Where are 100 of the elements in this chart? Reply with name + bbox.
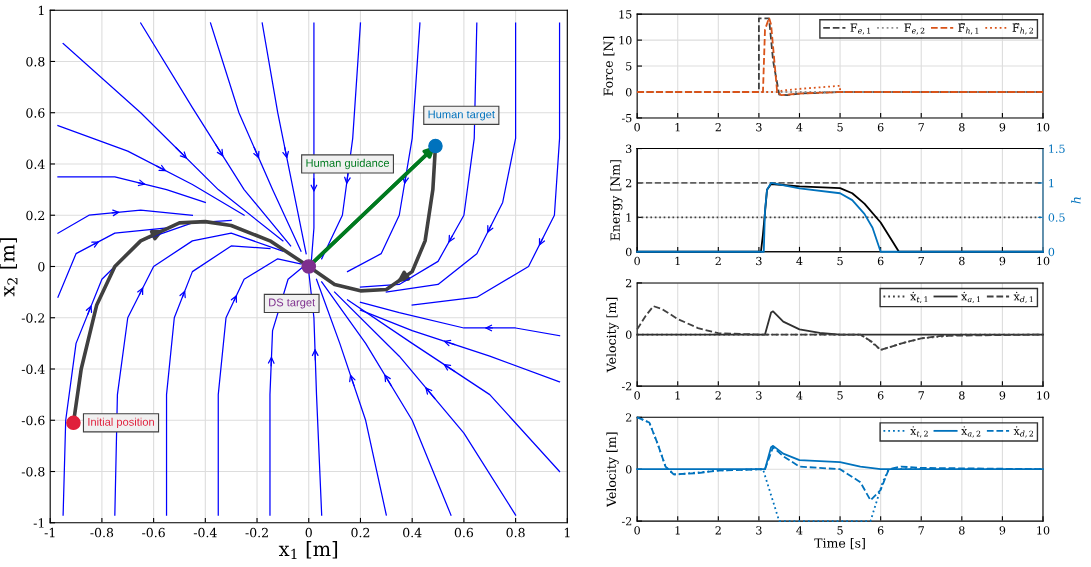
x-tick-label: 1	[675, 391, 680, 400]
annotation: Initial position	[88, 417, 154, 428]
y-tick-label: 0	[625, 247, 632, 257]
x-tick-label: 5	[837, 526, 843, 535]
x-tick-label: 3	[756, 526, 762, 535]
x-tick-label: 4	[796, 256, 803, 266]
y2-axis-title: h	[1071, 197, 1081, 204]
x-tick-label: 1	[675, 526, 680, 535]
x-tick-label: 0.4	[403, 527, 422, 538]
x-tick-label: 2	[715, 391, 721, 400]
y-tick-label: -1	[33, 518, 44, 528]
y-tick-label: 2	[625, 178, 632, 188]
x-tick-label: 0	[634, 122, 640, 132]
x-tick-label: 4	[796, 122, 803, 132]
x-tick-label: 2	[715, 256, 721, 266]
x-tick-label: 0	[634, 391, 640, 400]
x-tick-label: 10	[1037, 122, 1050, 132]
y-tick-label: 0.8	[26, 56, 45, 67]
y-tick-label: -2	[621, 382, 632, 391]
x-tick-label: 4	[796, 526, 803, 535]
legend-label: F̃$_{h,1}$	[958, 23, 979, 35]
x-tick-label: 1	[675, 256, 680, 266]
y-tick-label: -5	[621, 114, 632, 123]
x-tick-label: 8	[959, 391, 965, 400]
y-axis-title: Force [N]	[603, 36, 615, 96]
y-tick-label: -2	[621, 517, 632, 526]
x-tick-label: 3	[756, 256, 762, 266]
y-tick-label: 3	[626, 144, 632, 153]
annotation: Human guidance	[306, 158, 390, 170]
legend-label: ẋ$_{a,1}$	[961, 291, 980, 304]
x-tick-label: 5	[837, 123, 843, 132]
x-tick-label: -0.6	[142, 527, 165, 538]
y-axis-title: x$_{2}$ [m]	[0, 238, 18, 297]
y-tick-label: -0.6	[21, 415, 45, 426]
y-tick-label: 0	[625, 330, 632, 339]
y2-tick-label: 1.5	[1049, 144, 1065, 153]
x-tick-label: 0.6	[454, 527, 474, 538]
y-tick-label: 0	[625, 465, 632, 474]
x-tick-label: 10	[1037, 391, 1050, 400]
y-tick-label: 10	[619, 36, 632, 45]
x-tick-label: 4	[796, 391, 803, 400]
x-tick-label: 5	[837, 256, 843, 266]
x-tick-label: 7	[918, 526, 924, 535]
x-tick-label: 2	[715, 526, 721, 535]
x-axis-title: Time [s]	[814, 538, 865, 550]
y-tick-label: 0.4	[26, 159, 45, 169]
x-tick-label: 2	[715, 122, 721, 132]
x-tick-label: 3	[756, 122, 762, 132]
x-tick-label: 5	[837, 391, 843, 400]
legend-label: F$_{e,2}$	[904, 23, 925, 35]
x-tick-label: 10	[1037, 526, 1050, 535]
legend-label: ẋ$_{d,1}$	[1013, 291, 1033, 304]
y-tick-label: -0.2	[21, 313, 45, 323]
y-axis-title: Velocity [m]	[606, 297, 619, 373]
x-tick-label: 9	[999, 391, 1006, 400]
x-tick-label: 7	[918, 123, 924, 132]
y2-tick-label: 0.5	[1048, 213, 1065, 222]
y-tick-label: 0.2	[26, 210, 45, 221]
y-tick-label: 1	[38, 5, 44, 15]
x-tick-label: 9	[999, 122, 1006, 132]
y-tick-label: 2	[625, 278, 632, 288]
y-tick-label: -0.8	[21, 466, 45, 477]
x-tick-label: 0	[305, 527, 312, 538]
y-tick-label: -0.4	[21, 364, 45, 374]
legend-label: ẋ$_{d,2}$	[1013, 426, 1034, 438]
x-tick-label: 8	[959, 526, 965, 535]
x-tick-label: -0.4	[193, 527, 217, 538]
x-tick-label: 6	[877, 256, 884, 266]
y-tick-label: 2	[625, 413, 632, 422]
x-tick-label: 1	[675, 122, 680, 132]
x-tick-label: -0.8	[90, 527, 114, 538]
x-tick-label: 0	[634, 526, 640, 535]
y-axis-title: Velocity [m]	[606, 432, 619, 508]
y-tick-label: 0.6	[26, 108, 45, 118]
y-axis-title: Energy [Nm]	[610, 160, 623, 241]
x-tick-label: 6	[877, 122, 884, 132]
x-tick-label: 6	[877, 391, 884, 400]
x-tick-label: 0.8	[506, 527, 525, 538]
x-tick-label: 9	[999, 526, 1006, 535]
x-tick-label: 7	[918, 391, 924, 400]
x-tick-label: 8	[959, 256, 965, 266]
y2-tick-label: 0	[1048, 247, 1055, 257]
legend-label: ẋ$_{t,2}$	[910, 426, 928, 438]
x-tick-label: 9	[999, 256, 1006, 266]
x-tick-label: -0.2	[245, 527, 268, 538]
x-tick-label: 10	[1037, 256, 1050, 266]
y-tick-label: 5	[626, 62, 632, 71]
annotation: Human target	[428, 110, 495, 121]
x-tick-label: 7	[918, 256, 924, 266]
legend-label: ẋ$_{a,2}$	[961, 426, 981, 438]
legend-label: ẋ$_{t,1}$	[910, 291, 928, 304]
x-axis-title: x$_{1}$ [m]	[278, 541, 338, 559]
y-tick-label: 1	[626, 213, 631, 222]
annotation: DS target	[269, 298, 316, 309]
y-tick-label: 0	[625, 87, 632, 97]
y2-tick-label: 1	[1049, 178, 1054, 188]
x-tick-label: 1	[564, 527, 570, 538]
x-tick-label: 8	[959, 122, 965, 132]
legend-label: F̃$_{h,2}$	[1012, 23, 1033, 35]
legend-label: F$_{e,1}$	[850, 23, 871, 35]
